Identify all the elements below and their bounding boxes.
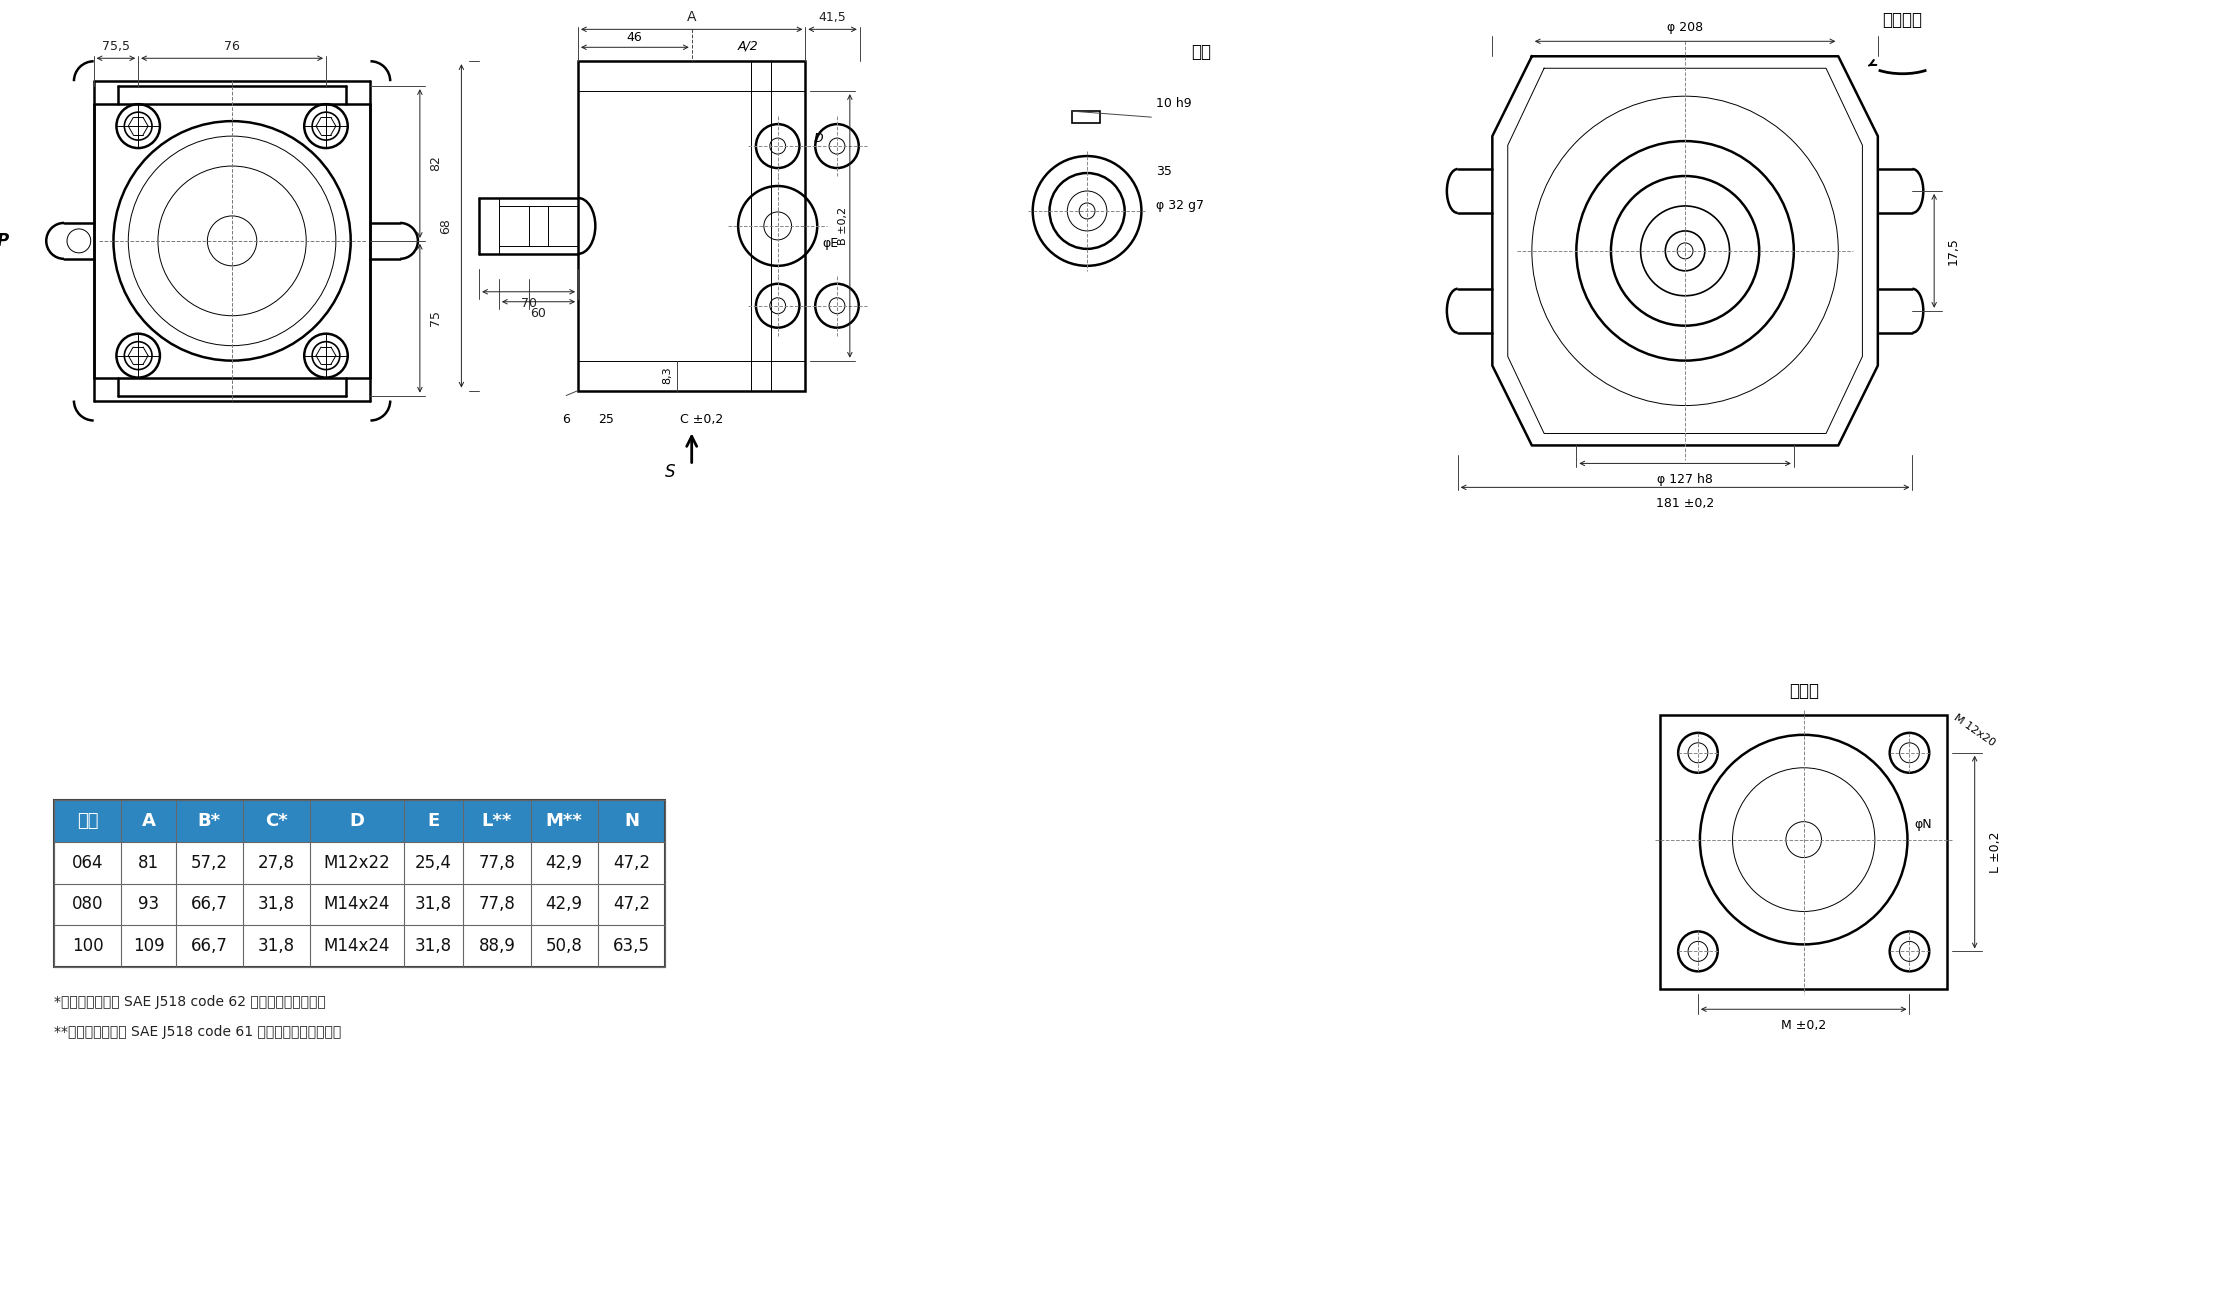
Text: 76: 76 [224, 39, 240, 53]
Text: 8,3: 8,3 [663, 367, 672, 384]
Text: 轴心: 轴心 [1192, 43, 1212, 62]
Text: 82: 82 [430, 155, 441, 171]
Text: 064: 064 [72, 854, 103, 871]
Text: 27,8: 27,8 [258, 854, 296, 871]
Text: 080: 080 [72, 895, 103, 913]
Text: 60: 60 [531, 307, 547, 320]
Text: φE: φE [822, 237, 838, 250]
Text: L**: L** [482, 812, 513, 829]
Text: 尺寸: 尺寸 [76, 812, 99, 829]
Text: 75,5: 75,5 [103, 39, 130, 53]
Text: 47,2: 47,2 [614, 895, 650, 913]
Text: 25,4: 25,4 [414, 854, 452, 871]
Text: L ±0,2: L ±0,2 [1989, 832, 2003, 873]
Text: 6: 6 [562, 412, 571, 425]
Text: 46: 46 [627, 30, 643, 43]
Text: φ 127 h8: φ 127 h8 [1658, 474, 1714, 487]
Bar [531, 800, 598, 842]
Text: 31,8: 31,8 [258, 937, 296, 955]
Text: 回转方向: 回转方向 [1882, 12, 1922, 29]
Bar [309, 800, 403, 842]
Bar [54, 800, 121, 842]
Text: φ 32 g7: φ 32 g7 [1156, 200, 1205, 212]
Text: 68: 68 [439, 218, 452, 234]
Text: 81: 81 [139, 854, 159, 871]
Text: 63,5: 63,5 [614, 937, 650, 955]
Text: 35: 35 [1156, 164, 1172, 178]
Text: E: E [428, 812, 439, 829]
Text: φ 208: φ 208 [1667, 21, 1702, 34]
Text: 66,7: 66,7 [190, 937, 228, 955]
Text: 25: 25 [598, 412, 614, 425]
Text: B*: B* [197, 812, 222, 829]
Text: 93: 93 [139, 895, 159, 913]
Text: φN: φN [1915, 819, 1933, 832]
Text: P: P [0, 232, 9, 250]
Text: 57,2: 57,2 [190, 854, 228, 871]
Bar [403, 800, 464, 842]
Text: D: D [813, 132, 822, 145]
Bar [175, 800, 242, 842]
Text: D: D [349, 812, 365, 829]
Text: M14x24: M14x24 [325, 895, 390, 913]
Text: 100: 100 [72, 937, 103, 955]
Bar [598, 800, 665, 842]
Text: 入油口: 入油口 [1790, 682, 1819, 700]
Text: M ±0,2: M ±0,2 [1781, 1019, 1826, 1032]
Text: M**: M** [547, 812, 582, 829]
Text: 109: 109 [132, 937, 164, 955]
Text: N: N [625, 812, 638, 829]
Text: 31,8: 31,8 [258, 895, 296, 913]
Bar [1660, 715, 1947, 990]
Text: 47,2: 47,2 [614, 854, 650, 871]
Text: 41,5: 41,5 [818, 11, 847, 24]
Text: 75: 75 [430, 311, 441, 326]
Text: M14x24: M14x24 [325, 937, 390, 955]
Text: 31,8: 31,8 [414, 937, 452, 955]
Text: 10 h9: 10 h9 [1156, 96, 1192, 109]
Text: 42,9: 42,9 [547, 854, 582, 871]
Text: B ±0,2: B ±0,2 [838, 207, 849, 245]
Text: M12x22: M12x22 [325, 854, 390, 871]
Text: C*: C* [264, 812, 289, 829]
Text: **焊接式吸油口： SAE J518 code 61 标准压力用（内焊型）: **焊接式吸油口： SAE J518 code 61 标准压力用（内焊型） [54, 1025, 340, 1040]
Text: *焊接式出油口： SAE J518 code 62 高压力用（外焊型）: *焊接式出油口： SAE J518 code 62 高压力用（外焊型） [54, 995, 325, 1009]
Bar [242, 800, 309, 842]
Text: 77,8: 77,8 [479, 854, 515, 871]
Text: 50,8: 50,8 [547, 937, 582, 955]
Text: 17,5: 17,5 [1947, 237, 1960, 265]
Text: 31,8: 31,8 [414, 895, 452, 913]
Text: 181 ±0,2: 181 ±0,2 [1655, 497, 1714, 511]
Bar [464, 800, 531, 842]
Text: 66,7: 66,7 [190, 895, 228, 913]
Bar [1073, 111, 1100, 124]
Text: M 12x20: M 12x20 [1951, 712, 1998, 747]
Bar [54, 800, 665, 967]
Text: 70: 70 [520, 297, 538, 311]
Text: 77,8: 77,8 [479, 895, 515, 913]
Text: A: A [688, 11, 697, 25]
Text: 88,9: 88,9 [479, 937, 515, 955]
Bar [578, 62, 806, 391]
Text: S: S [665, 463, 674, 482]
Text: A: A [141, 812, 155, 829]
Text: C ±0,2: C ±0,2 [681, 412, 724, 425]
Bar [121, 800, 175, 842]
Text: 42,9: 42,9 [547, 895, 582, 913]
Text: A/2: A/2 [737, 39, 759, 53]
